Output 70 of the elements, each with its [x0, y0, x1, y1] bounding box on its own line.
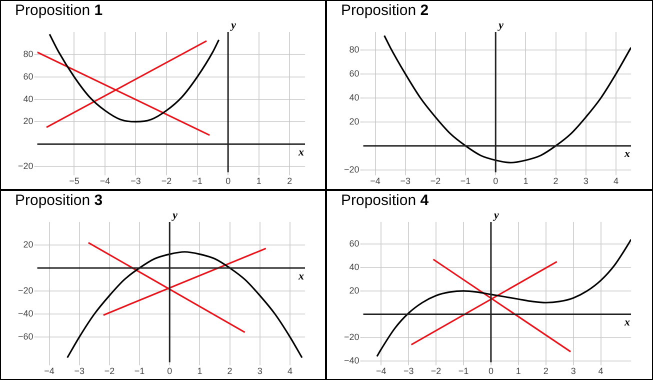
x-tick-label: −2 [430, 176, 441, 186]
y-tick-label: 80 [349, 44, 360, 54]
x-tick-label: −2 [430, 366, 442, 376]
chart-title: Proposition 3 [15, 192, 103, 209]
x-tick-label: −3 [403, 366, 414, 376]
x-tick-label: 1 [523, 176, 528, 186]
x-axis-title: x [298, 146, 304, 159]
chart-title: Proposition 2 [341, 2, 429, 19]
y-tick-label: −60 [18, 331, 34, 342]
y-tick-label: 60 [349, 68, 360, 78]
x-tick-label: 0 [493, 176, 498, 186]
line-series [384, 34, 631, 164]
y-tick-label: −20 [18, 285, 34, 296]
chart-title: Proposition 1 [15, 2, 103, 19]
x-tick-label: 4 [598, 366, 604, 376]
x-tick-label: −4 [100, 176, 110, 186]
y-tick-label: −40 [344, 356, 360, 366]
y-axis-title: y [229, 19, 236, 32]
y-tick-label: −40 [18, 308, 34, 318]
x-tick-label: 0 [488, 366, 494, 376]
y-tick-label: 60 [349, 238, 360, 249]
y-tick-label: 40 [23, 94, 34, 104]
x-tick-label: 4 [287, 366, 292, 376]
x-tick-label: 0 [167, 366, 172, 376]
line-series [66, 251, 303, 358]
x-axis-title: x [624, 148, 630, 160]
x-tick-label: 3 [257, 366, 262, 376]
x-tick-label: −1 [460, 176, 471, 186]
x-tick-label: 1 [516, 366, 521, 376]
x-tick-label: −3 [400, 176, 411, 186]
x-tick-label: −2 [104, 366, 115, 376]
y-tick-label: −20 [18, 161, 34, 172]
line-series [48, 33, 220, 123]
y-tick-label: 20 [349, 285, 360, 296]
line-series [376, 238, 631, 358]
x-axis-title: x [298, 270, 304, 282]
y-axis-title: y [496, 19, 504, 32]
x-tick-label: 1 [256, 176, 262, 186]
x-tick-label: 2 [553, 176, 558, 186]
x-tick-label: −2 [161, 176, 172, 186]
y-tick-label: 60 [23, 71, 34, 82]
y-tick-label: 80 [23, 48, 34, 59]
x-tick-label: 1 [197, 366, 202, 376]
y-tick-label: −20 [344, 332, 360, 342]
chart-title: Proposition 4 [341, 192, 429, 209]
x-tick-label: 2 [227, 366, 232, 376]
y-tick-label: 20 [23, 239, 34, 250]
x-tick-label: −4 [44, 366, 54, 376]
y-tick-label: 20 [23, 116, 34, 126]
x-tick-label: −1 [134, 366, 145, 376]
x-tick-label: 2 [287, 176, 292, 186]
x-tick-label: −3 [74, 366, 85, 376]
x-tick-label: 0 [226, 176, 231, 186]
x-tick-label: −1 [192, 176, 202, 186]
x-tick-label: 2 [543, 366, 548, 376]
x-tick-label: 3 [570, 366, 576, 376]
y-tick-label: 40 [349, 262, 360, 272]
y-tick-label: 20 [349, 116, 360, 126]
x-tick-label: 3 [583, 176, 588, 186]
x-axis-title: x [624, 316, 630, 329]
x-tick-label: 4 [613, 176, 618, 186]
x-tick-label: −1 [458, 366, 469, 376]
x-tick-label: −5 [69, 176, 80, 186]
y-axis-title: y [170, 209, 178, 222]
x-tick-label: −4 [376, 366, 386, 376]
y-tick-label: −20 [344, 164, 360, 174]
y-axis-title: y [492, 209, 499, 222]
y-tick-label: 40 [349, 92, 360, 102]
x-tick-label: −3 [130, 176, 141, 186]
x-tick-label: −4 [370, 176, 380, 186]
